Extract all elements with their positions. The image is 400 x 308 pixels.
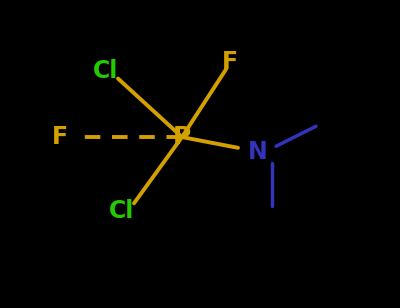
Text: N: N (248, 140, 268, 164)
Text: F: F (222, 50, 238, 74)
Text: F: F (52, 125, 68, 149)
Text: Cl: Cl (93, 59, 119, 83)
Text: Cl: Cl (109, 199, 135, 223)
Text: P: P (173, 125, 191, 149)
